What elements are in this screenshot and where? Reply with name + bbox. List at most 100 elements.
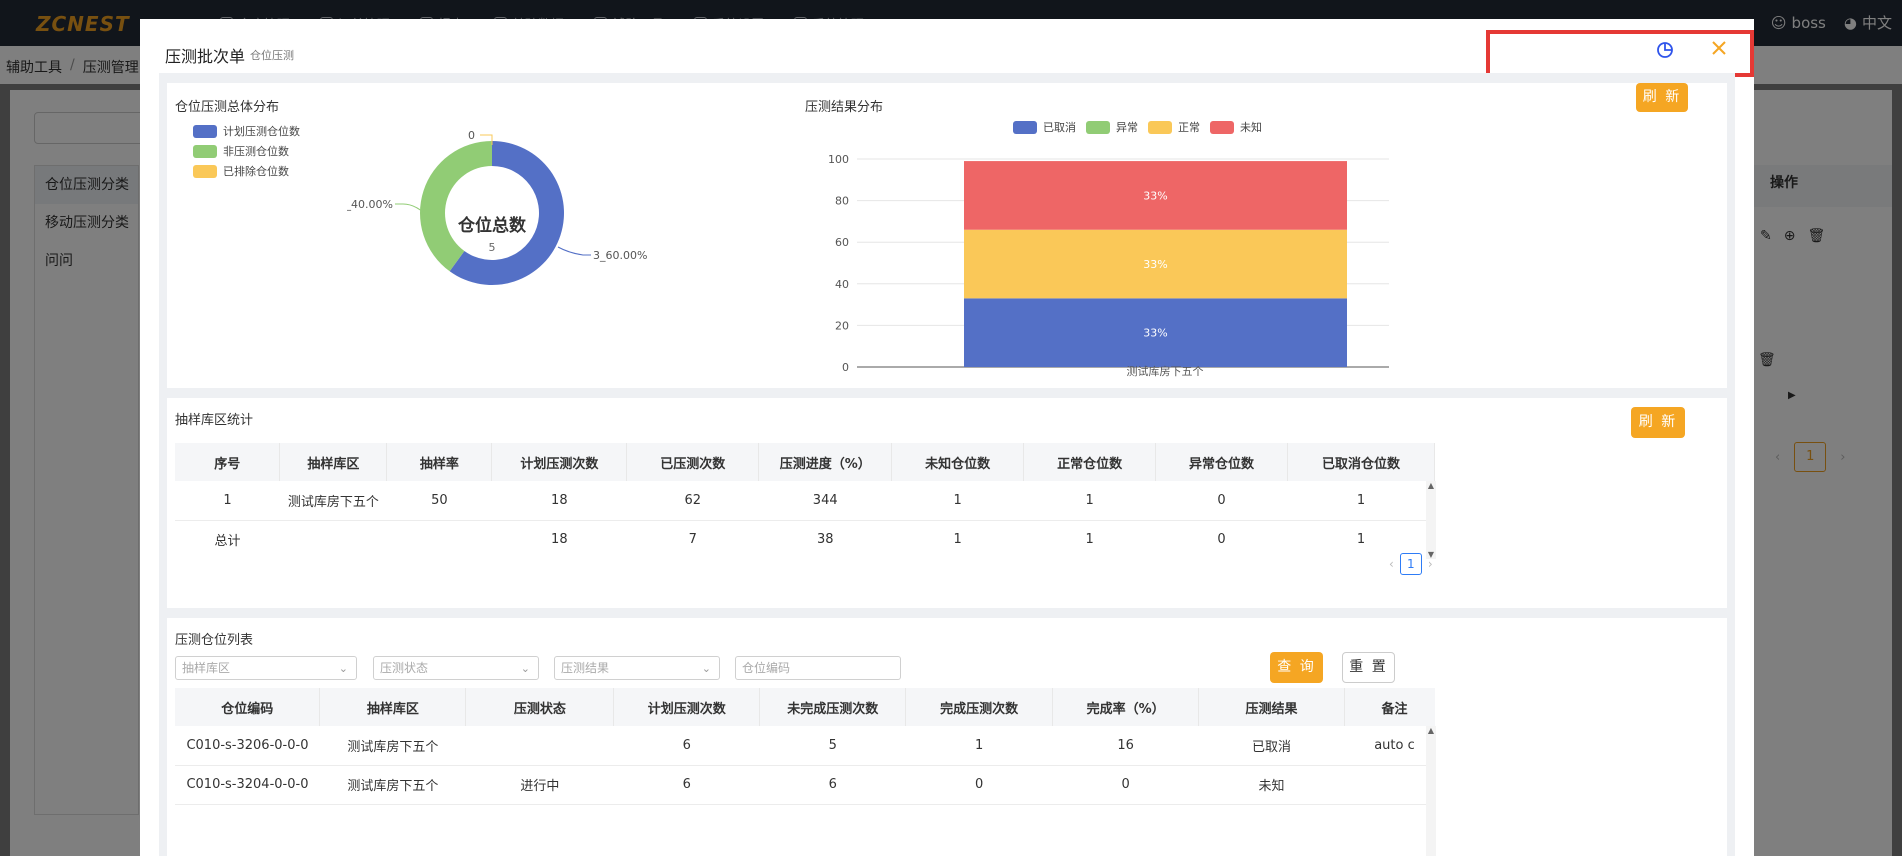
column-header: 未完成压测次数 bbox=[759, 688, 907, 726]
prev-page-icon[interactable]: ‹ bbox=[1389, 557, 1394, 571]
legend-item[interactable]: 计划压测仓位数 bbox=[193, 124, 300, 138]
table-cell: 1 bbox=[891, 481, 1024, 521]
column-header: 压测进度（%） bbox=[758, 443, 893, 481]
result-stacked-bar-chart: 100 80 60 40 20 0 33% 33% 33% 测试库房下五个 bbox=[828, 153, 1389, 378]
legend-item[interactable]: 未知 bbox=[1210, 120, 1262, 134]
slice-label: 3_60.00% bbox=[593, 249, 647, 262]
label-line bbox=[480, 134, 493, 145]
table-cell: 1 bbox=[1023, 481, 1156, 521]
table-cell: 344 bbox=[758, 481, 892, 521]
table-cell: 进行中 bbox=[465, 765, 614, 805]
table-row[interactable]: 1 测试库房下五个 50 18 62 344 1 1 0 1 bbox=[175, 481, 1435, 521]
page-number[interactable]: 1 bbox=[1399, 553, 1422, 575]
location-code-input[interactable]: 仓位编码 bbox=[735, 656, 901, 680]
donut-center-value: 5 bbox=[489, 241, 496, 254]
y-tick-label: 40 bbox=[835, 278, 849, 291]
reset-button[interactable]: 重 置 bbox=[1342, 652, 1395, 683]
bar-segment-label: 33% bbox=[1143, 258, 1167, 271]
column-header: 仓位编码 bbox=[175, 688, 321, 726]
query-button[interactable]: 查 询 bbox=[1270, 652, 1323, 683]
table-cell bbox=[386, 520, 492, 555]
table-cell: 1 bbox=[1023, 520, 1156, 555]
donut-slice[interactable] bbox=[420, 141, 492, 272]
slice-label: 2_40.00% bbox=[347, 198, 393, 211]
table-cell: 18 bbox=[491, 520, 627, 555]
scroll-up-icon[interactable]: ▲ bbox=[1427, 481, 1435, 490]
modal-header: 压测批次单 仓位压测 bbox=[140, 19, 1754, 77]
legend-item[interactable]: 正常 bbox=[1148, 120, 1200, 134]
table-cell: 50 bbox=[386, 481, 492, 521]
bar-tick-labels: 100 80 60 40 20 0 bbox=[828, 153, 849, 374]
table-cell: 0 bbox=[1155, 520, 1288, 555]
column-header: 抽样率 bbox=[386, 443, 493, 481]
sampling-table: 序号 抽样库区 抽样率 计划压测次数 已压测次数 压测进度（%） 未知仓位数 正常仓位数 异常仓… bbox=[175, 443, 1435, 555]
table-row[interactable]: 总计 18 7 38 1 1 0 1 bbox=[175, 520, 1435, 555]
legend-item[interactable]: 已排除仓位数 bbox=[193, 164, 300, 178]
table-cell: 总计 bbox=[175, 520, 280, 555]
y-tick-label: 60 bbox=[835, 236, 849, 249]
donut-slice[interactable] bbox=[449, 141, 564, 285]
location-list-card: 压测仓位列表 抽样库区 ⌄ 压测状态 ⌄ 压测结果 ⌄ 仓位编码 查 询 重 置 仓位… bbox=[167, 618, 1727, 856]
chevron-down-icon: ⌄ bbox=[701, 662, 711, 675]
modal-body: 仓位压测总体分布 计划压测仓位数 非压测仓位数 已排除仓位数 仓位总数 5 3_… bbox=[159, 73, 1735, 856]
legend-item[interactable]: 已取消 bbox=[1013, 120, 1076, 134]
location-table: 仓位编码 抽样库区 压测状态 计划压测次数 未完成压测次数 完成压测次数 完成率（%） 压测结… bbox=[175, 688, 1435, 805]
test-status-select[interactable]: 压测状态 ⌄ bbox=[373, 656, 539, 680]
bar-segment[interactable] bbox=[964, 298, 1347, 367]
bar-segment[interactable] bbox=[964, 229, 1347, 299]
bar-segment-label: 33% bbox=[1143, 189, 1167, 202]
location-table-wrap: 仓位编码 抽样库区 压测状态 计划压测次数 未完成压测次数 完成压测次数 完成率（%） 压测结… bbox=[175, 688, 1435, 856]
table-cell: auto c bbox=[1344, 726, 1435, 766]
table-cell: 1 bbox=[175, 481, 280, 521]
location-scrollbar[interactable]: ▲ bbox=[1426, 726, 1436, 856]
pie-chart-icon[interactable] bbox=[1656, 41, 1674, 59]
sampling-pagination: ‹ 1 › bbox=[1389, 553, 1433, 575]
column-header: 计划压测次数 bbox=[491, 443, 628, 481]
result-chart-title: 压测结果分布 bbox=[805, 100, 884, 115]
table-row[interactable]: C010-s-3206-0-0-0 测试库房下五个 6 5 1 16 已取消 auto c bbox=[175, 726, 1435, 766]
scroll-down-icon[interactable]: ▼ bbox=[1427, 550, 1435, 559]
y-tick-label: 20 bbox=[835, 319, 849, 332]
label-line bbox=[395, 203, 431, 220]
table-cell: 1 bbox=[905, 726, 1053, 766]
legend-item[interactable]: 非压测仓位数 bbox=[193, 144, 300, 158]
x-category-label: 测试库房下五个 bbox=[1127, 365, 1204, 378]
donut-slices bbox=[420, 141, 564, 285]
batch-modal: 压测批次单 仓位压测 仓位压测总体分布 计划压测仓位数 非压测仓位数 已排除仓位… bbox=[140, 19, 1754, 856]
table-cell: 0 bbox=[1052, 765, 1199, 805]
test-result-select[interactable]: 压测结果 ⌄ bbox=[554, 656, 720, 680]
legend-swatch bbox=[193, 144, 217, 158]
overall-legend: 计划压测仓位数 非压测仓位数 已排除仓位数 bbox=[193, 124, 300, 178]
bar-segment[interactable] bbox=[964, 161, 1347, 230]
table-cell: 6 bbox=[759, 765, 906, 805]
table-cell: 1 bbox=[1287, 520, 1435, 555]
result-legend: 已取消 异常 正常 未知 bbox=[1013, 120, 1262, 134]
result-refresh-button[interactable]: 刷 新 bbox=[1636, 83, 1688, 112]
next-page-icon[interactable]: › bbox=[1427, 557, 1433, 571]
legend-swatch bbox=[1086, 120, 1110, 134]
bar-segment-labels: 33% 33% 33% bbox=[1143, 189, 1167, 339]
table-cell: 1 bbox=[1287, 481, 1435, 521]
sampling-table-wrap: 序号 抽样库区 抽样率 计划压测次数 已压测次数 压测进度（%） 未知仓位数 正常仓位数 异常仓… bbox=[175, 443, 1435, 555]
table-cell: 0 bbox=[1155, 481, 1288, 521]
table-cell: 38 bbox=[758, 520, 892, 555]
scroll-up-icon[interactable]: ▲ bbox=[1427, 726, 1435, 735]
column-header: 正常仓位数 bbox=[1023, 443, 1157, 481]
slice-label: 0 bbox=[468, 129, 475, 142]
table-cell: 未知 bbox=[1198, 765, 1345, 805]
column-header: 计划压测次数 bbox=[613, 688, 761, 726]
column-header: 备注 bbox=[1344, 688, 1435, 726]
column-header: 已压测次数 bbox=[626, 443, 760, 481]
modal-subtitle: 仓位压测 bbox=[250, 49, 294, 62]
sampling-refresh-button[interactable]: 刷 新 bbox=[1631, 407, 1685, 438]
table-cell: C010-s-3206-0-0-0 bbox=[175, 726, 320, 766]
table-row[interactable]: C010-s-3204-0-0-0 测试库房下五个 进行中 6 6 0 0 未知 bbox=[175, 765, 1435, 805]
sampling-scrollbar[interactable]: ▲ ▼ bbox=[1426, 481, 1436, 559]
legend-swatch bbox=[193, 124, 217, 138]
table-cell bbox=[279, 520, 387, 555]
location-header-row: 仓位编码 抽样库区 压测状态 计划压测次数 未完成压测次数 完成压测次数 完成率（%） 压测结… bbox=[175, 688, 1435, 726]
column-header: 序号 bbox=[175, 443, 281, 481]
sample-area-select[interactable]: 抽样库区 ⌄ bbox=[175, 656, 357, 680]
close-icon[interactable] bbox=[1710, 39, 1728, 57]
legend-item[interactable]: 异常 bbox=[1086, 120, 1138, 134]
